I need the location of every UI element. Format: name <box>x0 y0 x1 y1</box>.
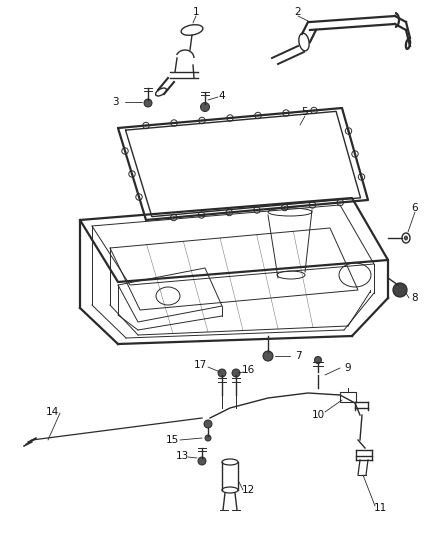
Circle shape <box>218 369 226 377</box>
Text: 6: 6 <box>412 203 418 213</box>
Circle shape <box>313 109 315 111</box>
Text: 1: 1 <box>193 7 199 17</box>
Circle shape <box>311 204 314 206</box>
Circle shape <box>354 153 356 155</box>
Text: 15: 15 <box>166 435 179 445</box>
Circle shape <box>124 150 126 152</box>
Circle shape <box>393 283 407 297</box>
Circle shape <box>285 112 287 114</box>
Text: 16: 16 <box>241 365 254 375</box>
Text: 2: 2 <box>295 7 301 17</box>
Text: 14: 14 <box>46 407 59 417</box>
Circle shape <box>173 216 175 219</box>
Circle shape <box>228 212 230 214</box>
Circle shape <box>339 201 341 204</box>
Circle shape <box>145 125 147 126</box>
Circle shape <box>204 420 212 428</box>
Circle shape <box>198 457 206 465</box>
Circle shape <box>138 196 140 198</box>
Circle shape <box>257 115 259 117</box>
Text: 7: 7 <box>295 351 301 361</box>
Circle shape <box>144 99 152 107</box>
Ellipse shape <box>405 236 407 240</box>
Text: 11: 11 <box>373 503 387 513</box>
Text: 17: 17 <box>193 360 207 370</box>
Text: 8: 8 <box>412 293 418 303</box>
Text: 10: 10 <box>311 410 325 420</box>
Text: 5: 5 <box>302 107 308 117</box>
Bar <box>340 392 356 402</box>
Circle shape <box>201 214 202 216</box>
Circle shape <box>256 209 258 211</box>
Circle shape <box>347 130 350 132</box>
Circle shape <box>263 351 273 361</box>
Text: 4: 4 <box>219 91 225 101</box>
Text: 13: 13 <box>175 451 189 461</box>
Circle shape <box>173 122 175 124</box>
Circle shape <box>314 357 321 364</box>
Circle shape <box>201 102 209 111</box>
Circle shape <box>284 206 286 208</box>
Circle shape <box>131 173 133 175</box>
Circle shape <box>201 119 203 122</box>
Circle shape <box>360 176 363 178</box>
Text: 9: 9 <box>345 363 351 373</box>
Text: 3: 3 <box>112 97 118 107</box>
Text: 12: 12 <box>241 485 254 495</box>
Circle shape <box>229 117 231 119</box>
Circle shape <box>205 435 211 441</box>
Circle shape <box>232 369 240 377</box>
